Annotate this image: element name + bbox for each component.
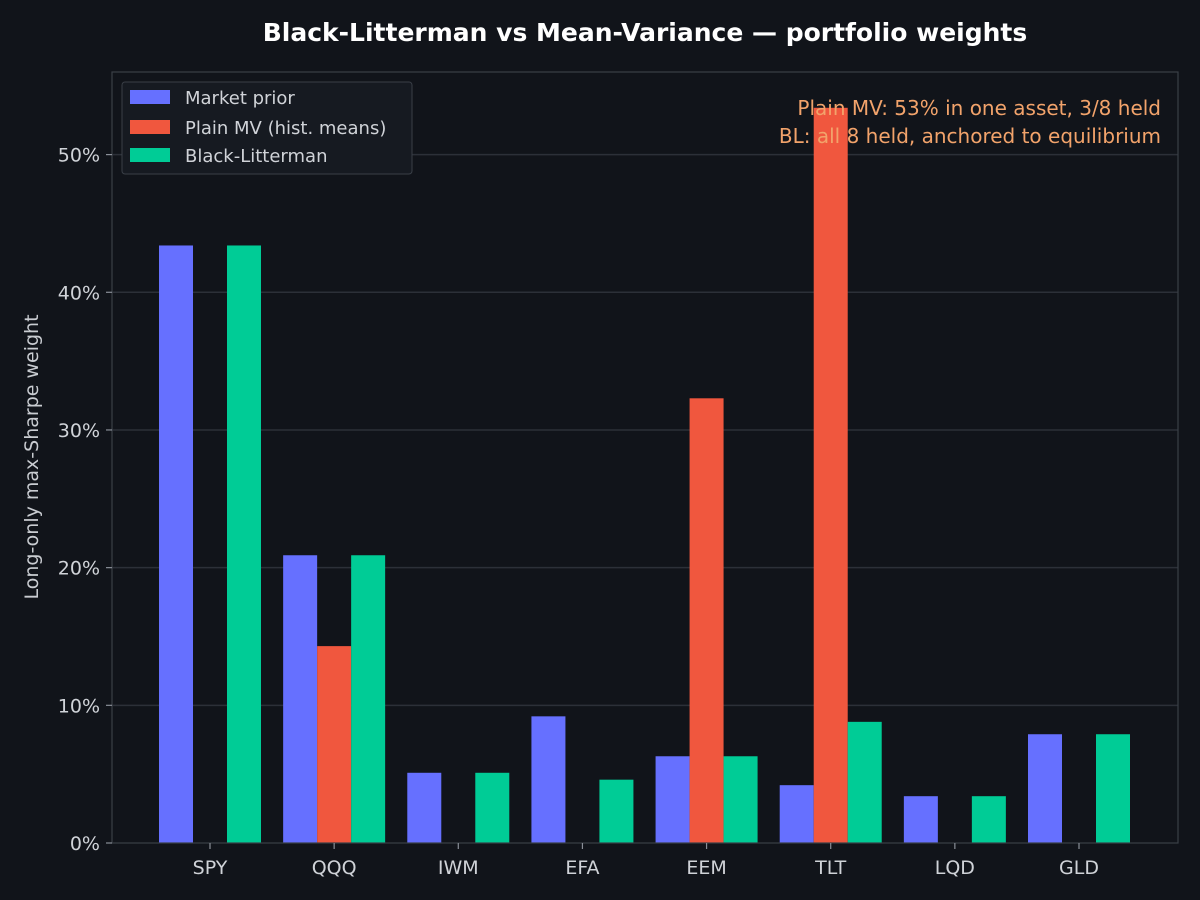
bar-black-litterman-efa bbox=[599, 779, 634, 843]
chart-title: Black-Litterman vs Mean-Variance — portf… bbox=[263, 18, 1028, 47]
bar-market-prior-spy bbox=[159, 245, 193, 844]
y-axis-ticks: 0% 10% 20% 30% 40% 50% bbox=[58, 145, 112, 855]
legend: Market prior Plain MV (hist. means) Blac… bbox=[121, 81, 413, 175]
bar-plain-mv-hist-means-qqq bbox=[317, 646, 352, 843]
bars bbox=[159, 107, 1130, 844]
plot-frame bbox=[111, 71, 1179, 844]
bar-market-prior-lqd bbox=[903, 796, 938, 843]
bar-black-litterman-gld bbox=[1096, 734, 1130, 843]
bar-market-prior-eem bbox=[655, 756, 690, 843]
bar-black-litterman-lqd bbox=[971, 796, 1006, 843]
annotation-line-2: BL: all 8 held, anchored to equilibrium bbox=[779, 124, 1161, 148]
bar-market-prior-gld bbox=[1028, 734, 1062, 843]
y-tick-label: 50% bbox=[58, 145, 100, 167]
bar-market-prior-efa bbox=[531, 716, 566, 843]
legend-box bbox=[121, 81, 413, 175]
bar-black-litterman-qqq bbox=[351, 555, 386, 843]
x-tick-label: EEM bbox=[686, 857, 726, 879]
x-tick-label: EFA bbox=[565, 857, 599, 879]
bar-plain-mv-hist-means-tlt bbox=[813, 107, 848, 843]
x-tick-label: GLD bbox=[1059, 857, 1099, 879]
annotation-line-1: Plain MV: 53% in one asset, 3/8 held bbox=[797, 96, 1161, 120]
x-tick-label: QQQ bbox=[312, 857, 357, 879]
bar-market-prior-iwm bbox=[407, 772, 442, 843]
bar-market-prior-qqq bbox=[283, 555, 318, 843]
bar-market-prior-tlt bbox=[779, 785, 814, 843]
legend-label-market-prior: Market prior bbox=[185, 88, 295, 109]
y-tick-label: 30% bbox=[58, 420, 100, 442]
x-tick-label: TLT bbox=[814, 857, 847, 879]
bar-black-litterman-spy bbox=[227, 245, 261, 844]
y-tick-label: 20% bbox=[58, 558, 100, 580]
x-axis-ticks: SPY QQQ IWM EFA EEM TLT LQD GLD bbox=[193, 843, 1099, 879]
y-tick-label: 40% bbox=[58, 282, 100, 304]
x-tick-label: SPY bbox=[193, 857, 228, 879]
legend-swatch-plain-mv bbox=[130, 120, 170, 134]
x-tick-label: LQD bbox=[935, 857, 975, 879]
bar-black-litterman-tlt bbox=[847, 721, 882, 843]
y-axis-label: Long-only max-Sharpe weight bbox=[21, 314, 43, 599]
x-tick-label: IWM bbox=[438, 857, 479, 879]
bar-plain-mv-hist-means-eem bbox=[689, 398, 724, 843]
y-tick-label: 10% bbox=[58, 695, 100, 717]
bar-black-litterman-eem bbox=[723, 756, 758, 843]
legend-label-black-litterman: Black-Litterman bbox=[185, 146, 327, 167]
legend-swatch-market-prior bbox=[130, 90, 170, 104]
legend-swatch-black-litterman bbox=[130, 148, 170, 162]
legend-label-plain-mv: Plain MV (hist. means) bbox=[185, 118, 386, 139]
y-tick-label: 0% bbox=[70, 833, 100, 855]
bar-black-litterman-iwm bbox=[475, 772, 510, 843]
